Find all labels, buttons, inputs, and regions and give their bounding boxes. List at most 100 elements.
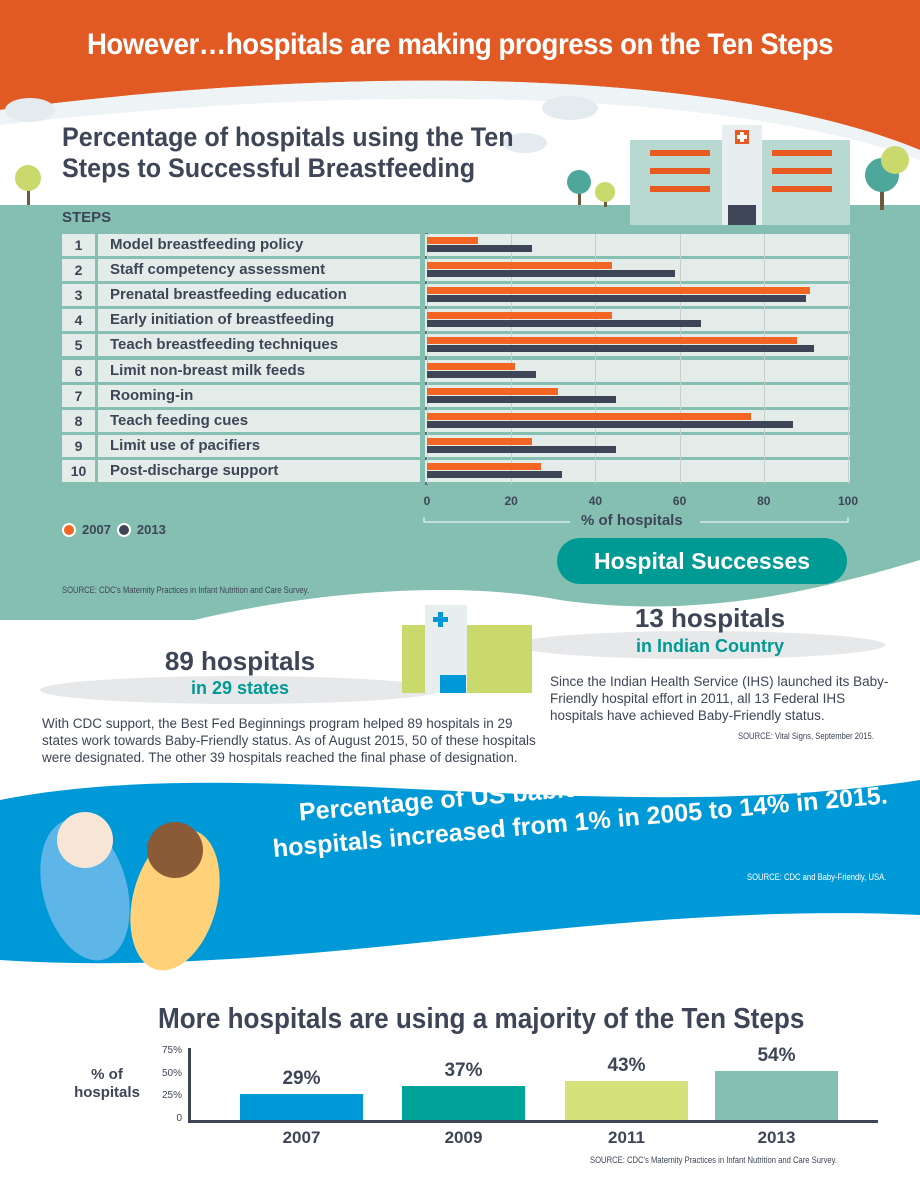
legend-2013: 2013 (136, 522, 166, 537)
cloud-icon (5, 96, 598, 153)
baby-blue-icon (40, 812, 130, 961)
steps-header: STEPS (62, 209, 112, 226)
bar-2013 (427, 395, 617, 403)
category-label: 2013 (757, 1128, 796, 1147)
step-label: Early initiation of breastfeeding (98, 309, 420, 332)
step-number: 1 (62, 234, 95, 256)
step-number: 5 (62, 334, 95, 357)
legend: 2007 2013 (62, 522, 166, 537)
bar-2007 (427, 412, 752, 420)
right-text: Since the Indian Health Service (IHS) la… (550, 674, 889, 723)
x-tick-label: 20 (504, 494, 518, 508)
bar-value-label: 37% (444, 1060, 483, 1082)
gridline (679, 234, 681, 484)
step-label: Post-discharge support (98, 459, 420, 482)
bar-2013 (715, 1071, 838, 1120)
left-count: 89 hospitals (164, 646, 316, 676)
bar-2013 (427, 445, 617, 453)
x-tick-label: 40 (588, 494, 603, 508)
bar-2013 (427, 270, 676, 278)
bar-2013 (427, 295, 806, 303)
bar-2007 (427, 437, 533, 445)
step-label: Rooming-in (98, 384, 420, 407)
right-sub: in Indian Country (636, 636, 784, 656)
step-label: Staff competency assessment (98, 259, 420, 282)
bar-2007 (427, 312, 613, 320)
step-label: Teach feeding cues (98, 409, 420, 432)
gridline (511, 234, 513, 484)
legend-2007: 2007 (82, 522, 111, 537)
left-text: With CDC support, the Best Fed Beginning… (42, 716, 536, 765)
bar-2013 (427, 470, 562, 478)
bar-2007 (427, 237, 478, 244)
x-tick-label: 80 (757, 494, 771, 508)
blue-band (0, 780, 920, 964)
step-number: 2 (62, 259, 95, 282)
step-number: 6 (62, 359, 95, 382)
bar-2007 (427, 262, 613, 270)
bar-2007 (427, 337, 798, 345)
x-tick-label: 100 (837, 494, 859, 508)
bar-2007 (427, 462, 541, 470)
step-number: 8 (62, 409, 95, 432)
bar-2013 (427, 370, 537, 378)
tree-icon (15, 146, 909, 210)
x-tick-label: 0 (423, 494, 431, 508)
step-label: Model breastfeeding policy (98, 234, 420, 256)
step-number: 4 (62, 309, 95, 332)
gridline (848, 234, 849, 484)
bar-value-label: 43% (607, 1055, 646, 1076)
y-tick-label: 50% (161, 1067, 182, 1079)
right-source: SOURCE: Vital Signs, September 2015. (738, 731, 874, 741)
step-label: Limit non-breast milk feeds (98, 359, 420, 382)
gridline (427, 234, 428, 484)
left-sub: in 29 states (190, 678, 290, 698)
step-number: 9 (62, 434, 95, 457)
y-axis (188, 1048, 191, 1122)
y-tick-label: 25% (161, 1090, 182, 1102)
y-tick-label: 75% (161, 1045, 182, 1056)
x-axis (188, 1120, 878, 1123)
step-number: 3 (62, 284, 95, 307)
bottom-source: SOURCE: CDC's Maternity Practices in Inf… (590, 1155, 838, 1165)
bar-2013 (427, 345, 815, 353)
category-label: 2007 (282, 1128, 321, 1147)
step-number: 10 (62, 459, 95, 482)
x-tick-label: 60 (672, 494, 687, 508)
legend-2007-swatch (62, 522, 76, 537)
y-axis-label: % of hospitals (74, 1066, 140, 1101)
header-banner (0, 0, 920, 150)
legend-2013-swatch (116, 522, 131, 537)
bar-2009 (402, 1086, 525, 1120)
bar-2007 (427, 287, 811, 295)
gridline (595, 234, 597, 484)
bar-2007 (427, 387, 558, 395)
header-title: However…hospitals are making progress on… (86, 28, 834, 61)
baby-yellow-icon (130, 822, 220, 971)
bar-2007 (240, 1093, 363, 1120)
category-label: 2009 (444, 1128, 483, 1147)
right-count: 13 hospitals (634, 603, 786, 633)
bar-value-label: 29% (282, 1067, 321, 1089)
bar-value-label: 54% (757, 1045, 796, 1067)
chart-source: SOURCE: CDC's Maternity Practices in Inf… (62, 585, 310, 595)
bar-2013 (427, 420, 794, 428)
y-tick-label: 0 (176, 1113, 182, 1124)
category-label: 2011 (608, 1128, 645, 1147)
step-row: 6 Limit non-breast milk feeds (62, 359, 850, 382)
step-label: Limit use of pacifiers (98, 434, 420, 457)
bar-2013 (427, 245, 533, 252)
gridline (763, 234, 765, 484)
hospital-icon (402, 605, 532, 693)
bottom-chart-title: More hospitals are using a majority of t… (158, 1003, 805, 1035)
bar-2011 (565, 1081, 688, 1120)
bar-2013 (427, 320, 701, 328)
step-label: Teach breastfeeding techniques (98, 334, 420, 357)
bar-2007 (427, 362, 516, 370)
hospital-building-icon (630, 125, 850, 225)
babies-source: SOURCE: CDC and Baby-Friendly, USA. (747, 872, 887, 882)
chart-title: Percentage of hospitals using the Ten St… (62, 122, 514, 183)
x-axis-label: % of hospitals (575, 512, 689, 529)
step-label: Prenatal breastfeeding education (98, 284, 420, 307)
hospital-successes-pill: Hospital Successes (557, 538, 847, 584)
